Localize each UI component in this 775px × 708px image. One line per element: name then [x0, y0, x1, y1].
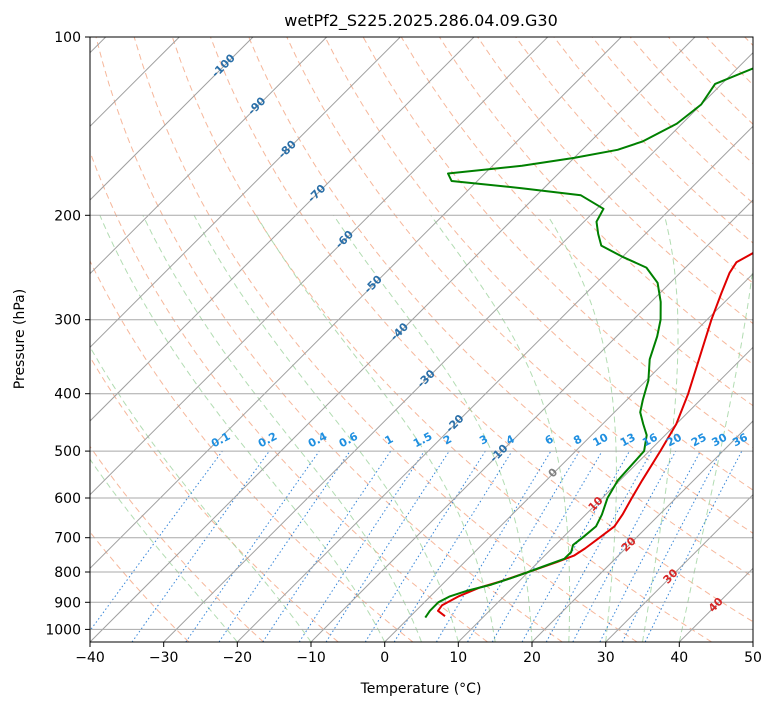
mixing-ratio-label: 30 — [710, 431, 730, 450]
mixing-ratio-line — [644, 450, 743, 642]
mixing-ratio-label: 16 — [640, 431, 660, 450]
isotherm-line — [457, 346, 753, 642]
mixing-ratio-line — [521, 450, 630, 642]
mixing-ratio-label: 20 — [664, 431, 684, 450]
dry-adiabat — [286, 37, 753, 534]
dry-adiabat — [90, 356, 339, 642]
moist-adiabat — [678, 264, 753, 642]
mixing-ratio-line — [545, 450, 653, 642]
moist-adiabat — [333, 215, 533, 642]
mixing-ratio-line — [131, 450, 270, 642]
mixing-ratio-label: 10 — [591, 431, 611, 450]
isotherm-line — [605, 493, 753, 642]
x-tick-label: 50 — [744, 650, 762, 666]
dry-adiabat — [133, 37, 638, 642]
x-axis-ticks: −40 −30 −20 −10 0 10 20 30 40 50 — [75, 642, 762, 666]
moist-adiabat — [90, 346, 312, 642]
x-tick-label: 40 — [670, 650, 688, 666]
isotherm-line — [90, 37, 549, 496]
plot-frame — [89, 36, 754, 643]
y-axis-ticks: 100 200 300 400 500 600 700 800 900 1000 — [45, 30, 90, 638]
y-tick-label: 1000 — [45, 622, 81, 638]
x-tick-label: 30 — [597, 650, 615, 666]
mixing-ratio-line — [262, 450, 392, 642]
x-tick-label: −40 — [75, 650, 105, 666]
isotherm-line — [90, 37, 696, 642]
moist-adiabat — [193, 215, 459, 642]
y-axis-title: Pressure (hPa) — [12, 289, 28, 389]
mixing-ratio-label: 13 — [618, 431, 638, 450]
mixing-ratio-line — [218, 450, 351, 642]
mixing-ratio-line — [185, 450, 320, 642]
mixing-ratio-line — [572, 450, 677, 642]
dewpoint-line — [424, 67, 753, 619]
x-tick-label: −10 — [296, 650, 326, 666]
isotherm-line — [236, 125, 753, 642]
chart-title: wetPf2_S225.2025.286.04.09.G30 — [284, 11, 558, 31]
isotherm-line — [163, 51, 753, 642]
dry-adiabat — [324, 37, 753, 491]
x-tick-label: −30 — [149, 650, 179, 666]
moist-adiabat — [90, 458, 238, 642]
background-lines — [90, 37, 753, 642]
y-tick-label: 500 — [54, 444, 81, 460]
y-tick-label: 300 — [54, 313, 81, 329]
moist-adiabat — [430, 215, 571, 642]
y-tick-label: 100 — [54, 30, 81, 46]
x-tick-label: −20 — [223, 650, 253, 666]
moist-adiabat — [142, 215, 422, 642]
isotherm-line — [90, 37, 401, 349]
mixing-ratio-label: 25 — [689, 431, 709, 450]
pressure-gridlines — [90, 37, 753, 630]
isotherm-line — [531, 420, 753, 642]
moist-adiabat — [547, 215, 617, 642]
dry-adiabat — [90, 445, 264, 642]
x-tick-label: 0 — [380, 650, 389, 666]
sounding-series — [424, 67, 753, 619]
mixing-ratio-line — [298, 450, 425, 642]
x-tick-label: 20 — [523, 650, 541, 666]
dry-adiabat — [248, 37, 753, 578]
dry-adiabat — [95, 37, 563, 642]
y-tick-label: 800 — [54, 565, 81, 581]
isotherm-line — [310, 199, 753, 642]
y-tick-label: 600 — [54, 491, 81, 507]
isotherm-line — [90, 37, 622, 570]
y-tick-label: 400 — [54, 387, 81, 403]
dry-adiabat — [90, 259, 414, 642]
isotherm-line — [90, 37, 475, 422]
isotherm-line — [90, 37, 328, 275]
mixing-ratio-line — [393, 450, 513, 642]
mixing-ratio-line — [325, 450, 450, 642]
x-axis-title: Temperature (°C) — [360, 681, 482, 697]
dry-adiabat — [171, 37, 712, 642]
dry-adiabat — [210, 37, 753, 623]
moist-adiabat — [99, 215, 386, 642]
isotherm-line — [90, 37, 254, 201]
x-tick-label: 10 — [449, 650, 467, 666]
y-tick-label: 700 — [54, 531, 81, 547]
mixing-ratio-labels: 0.1 0.2 0.4 0.6 1 1.5 2 3 4 6 8 10 13 16 20 25 30 36 — [209, 430, 750, 451]
y-tick-label: 900 — [54, 595, 81, 611]
mixing-ratio-label: 36 — [730, 431, 750, 450]
isotherm-line — [384, 272, 753, 642]
y-tick-label: 200 — [54, 208, 81, 224]
mixing-ratio-line — [90, 450, 223, 632]
dry-adiabat — [515, 37, 753, 284]
moist-adiabat — [642, 215, 679, 642]
